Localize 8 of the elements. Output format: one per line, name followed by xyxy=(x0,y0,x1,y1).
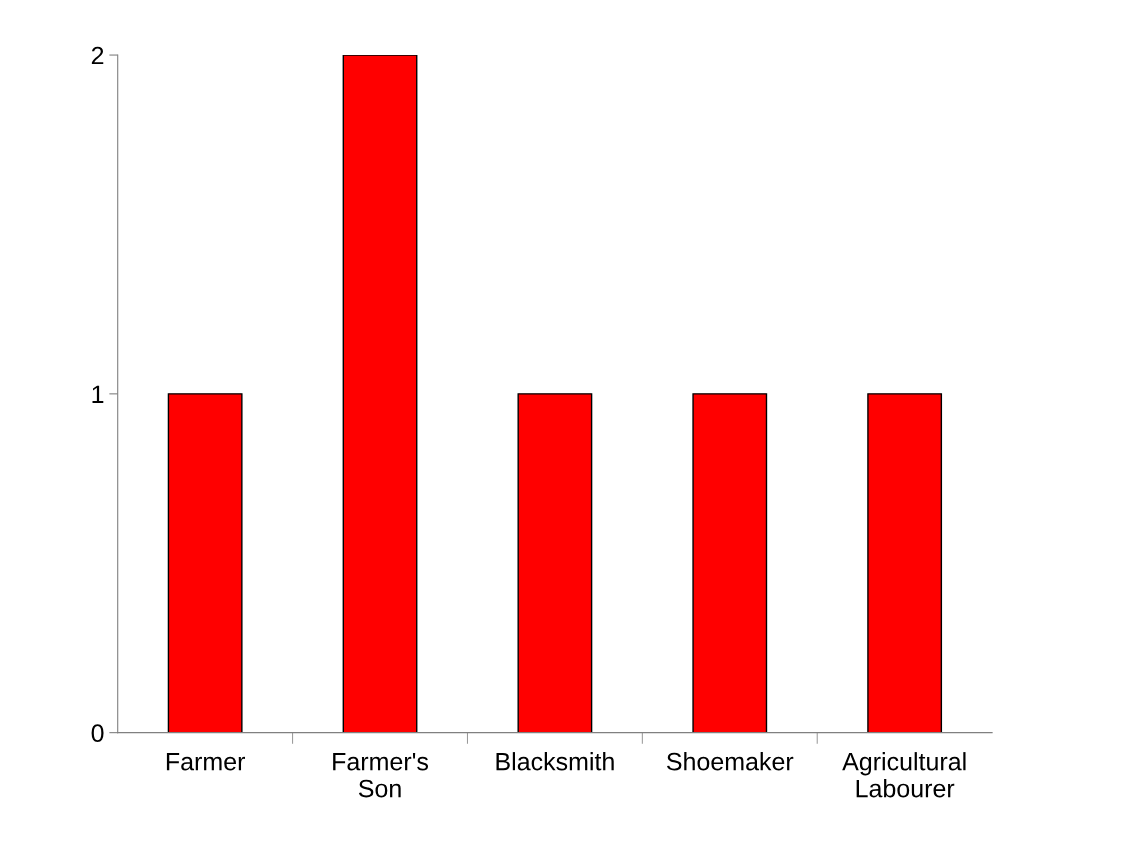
y-tick-label: 2 xyxy=(91,46,104,65)
x-tick-label: Shoemaker xyxy=(666,752,794,771)
x-tick-label: Agricultural Labourer xyxy=(842,752,966,798)
y-tick-label: 1 xyxy=(92,385,104,403)
x-tick-label: Farmer xyxy=(166,753,246,771)
x-tick-label: Blacksmith xyxy=(496,752,614,771)
x-tick-label: Farmer's Son xyxy=(333,753,429,798)
y-tick-label: 0 xyxy=(91,724,104,742)
